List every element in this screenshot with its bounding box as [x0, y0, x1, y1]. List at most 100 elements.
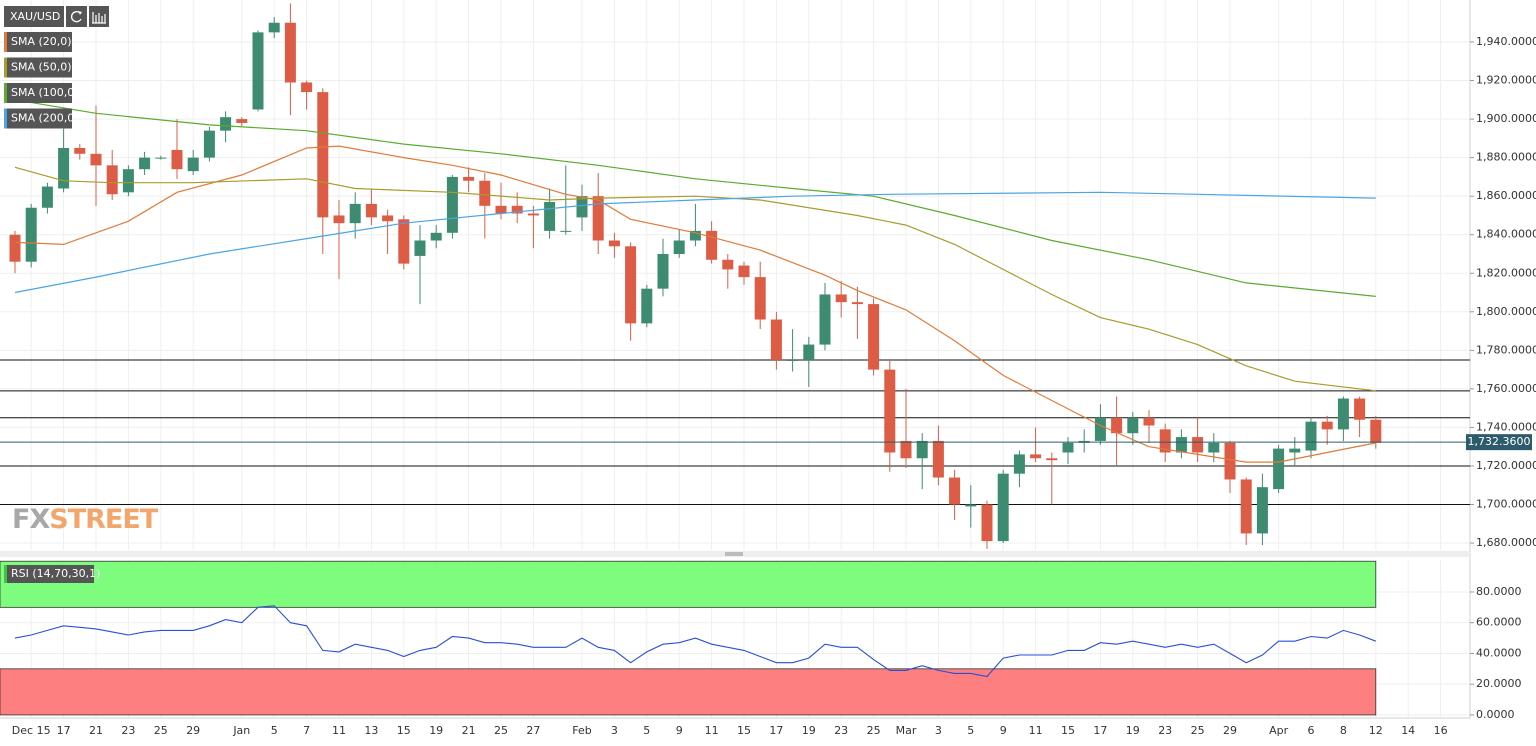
- legend-box[interactable]: [4, 83, 72, 103]
- x-tick-label: 9: [676, 724, 683, 737]
- candle-body: [446, 176, 458, 233]
- candle-body: [981, 504, 993, 542]
- x-tick-label: 23: [834, 724, 848, 737]
- candle-body: [187, 157, 199, 172]
- candle-body: [851, 302, 863, 305]
- y-tick-label: 1,840.0000: [1476, 228, 1536, 241]
- legend-swatch: [4, 57, 7, 78]
- x-tick-label: 29: [1223, 724, 1237, 737]
- x-tick-label: Jan: [232, 724, 250, 737]
- symbol-label: XAU/USD: [10, 10, 60, 23]
- candle-body: [868, 304, 880, 370]
- x-tick-label: 3: [935, 724, 942, 737]
- legend-label: RSI (14,70,30,1): [11, 567, 100, 580]
- candle-body: [284, 22, 296, 83]
- candle-body: [495, 205, 507, 214]
- candle-body: [949, 477, 961, 505]
- x-tick-label: 17: [1093, 724, 1107, 737]
- candle-body: [398, 219, 410, 264]
- x-tick-label: 23: [121, 724, 135, 737]
- candle-body: [74, 148, 86, 154]
- panel-separator[interactable]: [0, 551, 1470, 557]
- legend-box[interactable]: [4, 108, 72, 129]
- sma-line: [14, 145, 1376, 463]
- candle-body: [106, 165, 118, 195]
- candle-body: [1030, 454, 1042, 459]
- sma-line: [14, 166, 1376, 392]
- candle-body: [1175, 437, 1187, 453]
- last-price-label: 1,732.3600: [1468, 435, 1531, 448]
- y-tick-label: 1,720.0000: [1476, 459, 1536, 472]
- rsi-line: [14, 605, 1376, 678]
- x-tick-label: 15: [1061, 724, 1075, 737]
- candle-body: [9, 234, 21, 262]
- watermark: FXSTREET: [12, 504, 159, 535]
- candle-body: [236, 119, 248, 123]
- candle-body: [268, 22, 280, 33]
- candle-body: [916, 440, 928, 459]
- x-tick-label: 5: [271, 724, 278, 737]
- candle-body: [414, 240, 426, 256]
- candle-body: [333, 215, 345, 224]
- y-tick-label: 1,740.0000: [1476, 420, 1536, 433]
- y-tick-label: 1,760.0000: [1476, 382, 1536, 395]
- x-tick-label: Dec 15: [12, 724, 51, 737]
- indicator-icon: [92, 12, 106, 24]
- y-tick-label: 1,800.0000: [1476, 305, 1536, 318]
- x-tick-label: 5: [643, 724, 650, 737]
- candle-body: [41, 186, 53, 208]
- candle-body: [689, 230, 701, 241]
- x-tick-label: 19: [429, 724, 443, 737]
- x-tick-label: 12: [1369, 724, 1383, 737]
- legend-box[interactable]: [4, 32, 72, 52]
- last-price-box: [1466, 434, 1532, 451]
- candle-body: [1062, 442, 1074, 453]
- candle-body: [171, 149, 183, 170]
- legend-swatch: [4, 83, 7, 103]
- candle-body: [349, 203, 361, 224]
- legend-box[interactable]: [4, 57, 72, 78]
- x-tick-label: 25: [1191, 724, 1205, 737]
- legend-swatch: [4, 565, 7, 583]
- x-tick-label: 25: [154, 724, 168, 737]
- x-tick-label: 25: [867, 724, 881, 737]
- candle-body: [25, 207, 37, 262]
- candle-body: [835, 294, 847, 303]
- candle-body: [1127, 417, 1139, 434]
- x-tick-label: 11: [705, 724, 719, 737]
- rsi-zone: [0, 668, 1377, 716]
- refresh-button[interactable]: [66, 6, 87, 27]
- candle-body: [641, 288, 653, 324]
- legend: XAU/USD SMA (20,0) SMA (50,0) SMA (100,0) S…: [4, 6, 109, 583]
- y-tick-label: 60.0000: [1476, 616, 1522, 629]
- refresh-icon: [71, 11, 82, 23]
- candle-body: [997, 473, 1009, 542]
- candle-body: [1273, 448, 1285, 490]
- candle-body: [608, 240, 620, 247]
- legend-box[interactable]: [4, 565, 94, 583]
- candle-body: [220, 117, 232, 131]
- candle-body: [657, 253, 669, 289]
- candle-body: [673, 240, 685, 254]
- x-tick-label: 15: [737, 724, 751, 737]
- candle-body: [317, 92, 329, 218]
- x-tick-label: 15: [397, 724, 411, 737]
- legend-swatch: [4, 32, 7, 52]
- candle-body: [932, 440, 944, 478]
- x-tick-label: 7: [303, 724, 310, 737]
- candle-body: [592, 196, 604, 241]
- candle-body: [463, 176, 475, 181]
- candle-body: [706, 230, 718, 260]
- x-tick-label: 6: [1308, 724, 1315, 737]
- marks: [0, 3, 1470, 678]
- symbol-box[interactable]: [4, 6, 64, 27]
- candle-body: [900, 440, 912, 459]
- x-tick-label: 13: [364, 724, 378, 737]
- candle-body: [1305, 421, 1317, 451]
- candle-body: [1094, 417, 1106, 441]
- x-tick-label: 9: [1000, 724, 1007, 737]
- x-tick-label: 16: [1434, 724, 1448, 737]
- x-tick-label: 25: [494, 724, 508, 737]
